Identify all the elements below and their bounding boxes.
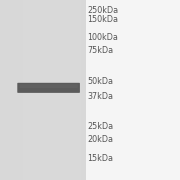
Text: 100kDa: 100kDa — [87, 33, 118, 42]
Text: 50kDa: 50kDa — [87, 76, 113, 86]
FancyBboxPatch shape — [17, 83, 80, 93]
Bar — [86, 0, 180, 180]
Text: 37kDa: 37kDa — [87, 92, 113, 101]
Text: 75kDa: 75kDa — [87, 46, 113, 55]
Text: 150kDa: 150kDa — [87, 15, 118, 24]
Text: 15kDa: 15kDa — [87, 154, 113, 163]
Text: 250kDa: 250kDa — [87, 6, 118, 15]
Bar — [0, 0, 86, 180]
Text: 25kDa: 25kDa — [87, 122, 113, 131]
Bar — [23, 0, 81, 180]
Text: 20kDa: 20kDa — [87, 135, 113, 144]
FancyBboxPatch shape — [19, 84, 78, 88]
